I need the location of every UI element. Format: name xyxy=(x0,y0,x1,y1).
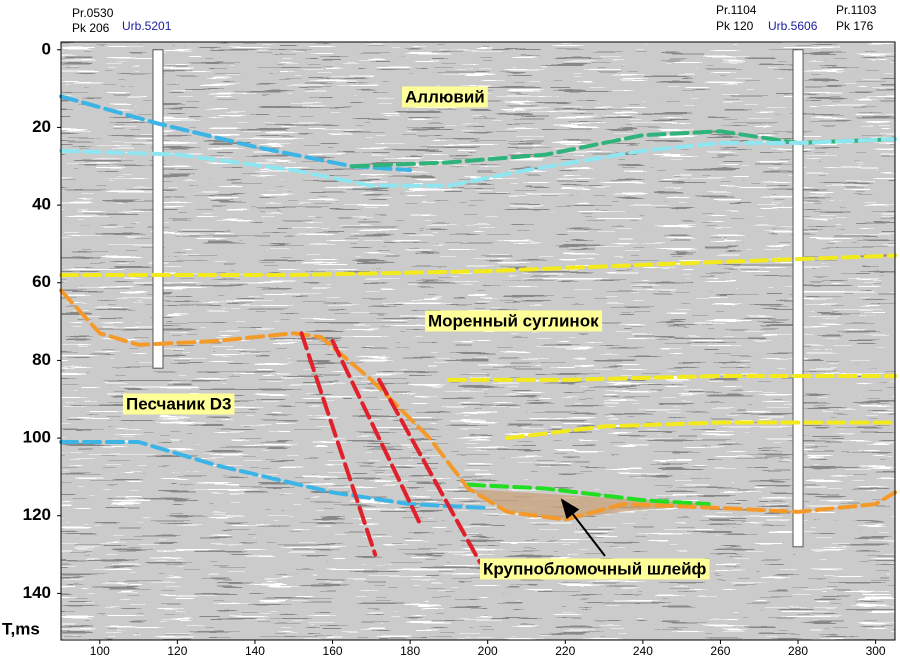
horizon-line xyxy=(466,482,711,507)
annotation: Моренный суглинок xyxy=(428,311,599,330)
y-tick-label: 0 xyxy=(42,39,51,58)
horizon-line xyxy=(330,339,424,530)
plot xyxy=(59,49,897,565)
annotation: Песчаник D3 xyxy=(126,394,231,413)
x-tick-label: 300 xyxy=(866,644,886,657)
horizon-line xyxy=(446,373,897,382)
header-label: Urb.5201 xyxy=(122,19,172,33)
y-axis-label: T,ms xyxy=(2,619,40,638)
x-tick-label: 200 xyxy=(478,644,498,657)
header-label: Pr.0530 xyxy=(72,6,114,20)
well xyxy=(152,49,164,369)
x-tick-label: 260 xyxy=(710,644,730,657)
x-tick-label: 180 xyxy=(400,644,420,657)
horizon-line xyxy=(377,377,482,565)
header-label: Urb.5606 xyxy=(768,19,818,33)
header-label: Pk 120 xyxy=(716,19,754,33)
y-tick-label: 60 xyxy=(32,272,51,291)
y-tick-label: 20 xyxy=(32,117,51,136)
y-tick-label: 100 xyxy=(23,428,51,447)
x-tick-label: 220 xyxy=(555,644,575,657)
horizon-line xyxy=(59,137,897,188)
x-tick-label: 140 xyxy=(245,644,265,657)
x-tick-label: 240 xyxy=(633,644,653,657)
horizon-line xyxy=(59,288,897,522)
x-tick-label: 100 xyxy=(90,644,110,657)
horizon-line xyxy=(59,253,897,277)
header-label: Pr.1104 xyxy=(716,3,757,17)
x-tick-label: 280 xyxy=(788,644,808,657)
x-tick-label: 120 xyxy=(167,644,187,657)
arrow xyxy=(560,498,606,557)
annotation-box xyxy=(480,558,710,580)
annotation: Аллювий xyxy=(405,87,485,106)
y-tick-label: 120 xyxy=(23,505,51,524)
annotation: Крупнобломочный шлейф xyxy=(483,559,707,578)
y-tick-label: 40 xyxy=(32,195,51,214)
horizon-line xyxy=(59,439,490,510)
header-label: Pk 206 xyxy=(72,21,110,35)
annotation-box xyxy=(402,86,488,108)
horizon-line xyxy=(505,420,897,441)
well xyxy=(792,49,804,548)
horizon-line xyxy=(299,331,378,557)
y-tick-label: 80 xyxy=(32,350,51,369)
y-tick-label: 140 xyxy=(23,583,51,602)
header-label: Pk 176 xyxy=(836,19,874,33)
header-label: Pr.1103 xyxy=(836,3,877,17)
horizon-line xyxy=(59,94,413,173)
annotation-box xyxy=(123,393,235,415)
annotation-box xyxy=(425,310,603,332)
debris-fill xyxy=(468,489,709,520)
plot-frame xyxy=(60,41,896,641)
x-tick-label: 160 xyxy=(323,644,343,657)
